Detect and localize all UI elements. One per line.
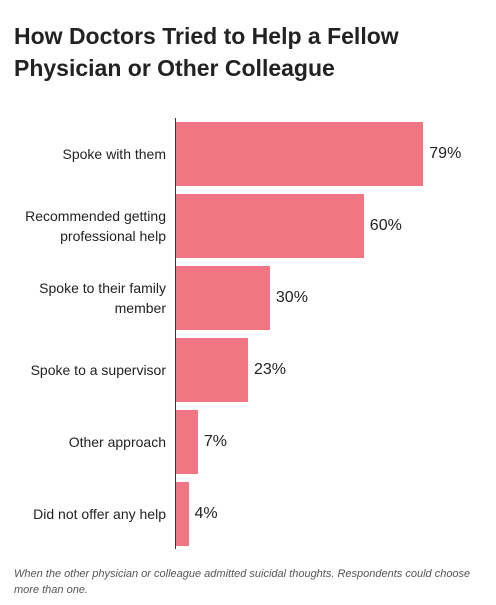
bar [176,266,270,330]
axis-line [175,118,176,549]
chart-title: How Doctors Tried to Help a Fellow Physi… [14,23,399,81]
category-label: Other approach [68,434,166,450]
value-label: 30% [275,289,308,306]
bar [176,338,248,402]
bar [176,410,198,474]
category-label: Spoke to a supervisor [30,362,166,378]
footnote: When the other physician or colleague ad… [14,568,471,596]
category-label: Spoke with them [62,146,167,162]
category-label: Recommended getting professional help [25,208,166,244]
value-label: 60% [369,217,402,234]
value-label: 7% [203,433,228,450]
category-label: Spoke to their family member [39,280,166,316]
category-label: Did not offer any help [33,506,166,522]
bar [176,482,189,546]
value-label: 79% [429,145,462,162]
value-label: 23% [253,361,287,378]
bar [176,194,364,258]
value-label: 4% [194,505,218,522]
bar [176,122,424,186]
